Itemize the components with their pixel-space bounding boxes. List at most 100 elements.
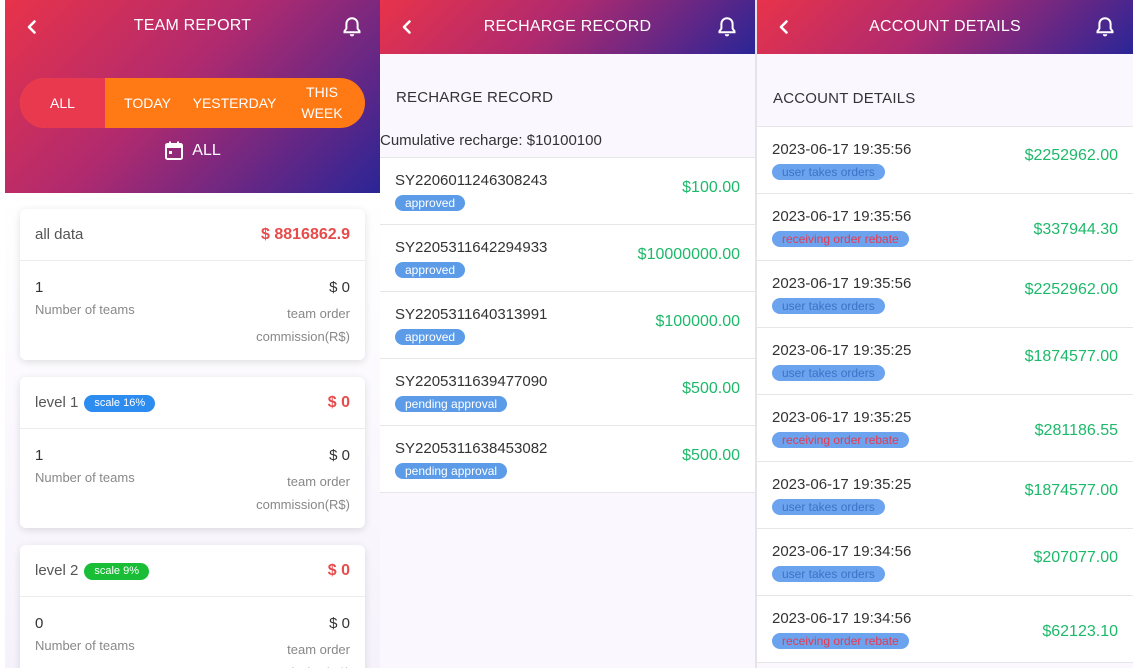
status-badge: approved [395, 329, 466, 345]
panel-divider [755, 0, 757, 668]
card-header: level 2 scale 9% $ 0 [20, 545, 365, 597]
list-item[interactable]: 2023-06-17 19:34:56 receiving order reba… [757, 596, 1133, 663]
list-item[interactable]: 2023-06-17 19:35:25 user takes orders $1… [757, 328, 1133, 395]
chevron-left-icon [27, 20, 36, 34]
team-report-header: TEAM REPORT ALL TODAY YESTERDAY THIS WEE… [5, 0, 380, 193]
list-item[interactable]: 2023-06-17 19:35:25 receiving order reba… [757, 395, 1133, 462]
date-filter-label: ALL [192, 141, 221, 159]
page-title: RECHARGE RECORD [483, 18, 652, 35]
level-name: level 1 [35, 394, 79, 411]
team-count: 0 [35, 615, 44, 632]
account-details-panel: ACCOUNT DETAILS ACCOUNT DETAILS 2023-06-… [757, 0, 1133, 668]
back-button[interactable] [398, 18, 416, 36]
commission-value: $ 0 [329, 615, 350, 632]
entry-amount: $1874577.00 [1024, 348, 1118, 365]
entry-amount: $281186.55 [1034, 422, 1118, 439]
section-title: RECHARGE RECORD [396, 89, 554, 106]
card-stats: 1 Number of teams $ 0 team order commiss… [20, 429, 365, 527]
entry-amount: $2252962.00 [1024, 281, 1118, 298]
recharge-amount: $100000.00 [655, 313, 740, 330]
tab-all[interactable]: ALL [20, 78, 105, 128]
status-badge: pending approval [395, 463, 508, 479]
scale-badge: scale 9% [84, 562, 149, 580]
recharge-record-panel: RECHARGE RECORD RECHARGE RECORD Cumulati… [380, 0, 755, 668]
chevron-left-icon [402, 20, 411, 34]
list-item[interactable]: SY2205311642294933 approved $10000000.00 [380, 225, 755, 292]
team-count-label: Number of teams [35, 470, 135, 485]
entry-time: 2023-06-17 19:35:56 [772, 208, 912, 225]
order-id: SY2206011246308243 [395, 172, 548, 189]
recharge-amount: $500.00 [682, 447, 740, 464]
back-button[interactable] [775, 18, 793, 36]
entry-amount: $1874577.00 [1024, 482, 1118, 499]
commission-value: $ 0 [329, 447, 350, 464]
commission-value: $ 0 [329, 279, 350, 296]
tab-yesterday[interactable]: YESTERDAY [192, 94, 277, 111]
back-button[interactable] [23, 18, 41, 36]
tab-this-week[interactable]: THIS WEEK [301, 84, 343, 121]
section-title: ACCOUNT DETAILS [773, 90, 916, 107]
date-range-tabs: ALL TODAY YESTERDAY THIS WEEK [20, 78, 365, 128]
entry-amount: $207077.00 [1033, 549, 1118, 566]
order-id: SY2205311642294933 [395, 239, 548, 256]
entry-type-badge: user takes orders [772, 499, 885, 515]
list-item[interactable]: SY2205311638453082 pending approval $500… [380, 426, 755, 493]
page-title: TEAM REPORT [133, 17, 252, 34]
team-report-topbar: TEAM REPORT [5, 0, 380, 54]
entry-amount: $337944.30 [1033, 221, 1118, 238]
notifications-button[interactable] [1095, 16, 1115, 38]
list-item[interactable]: 2023-06-17 19:34:56 user takes orders $2… [757, 529, 1133, 596]
notifications-button[interactable] [342, 16, 362, 38]
card-name: level 1 scale 16% [35, 377, 156, 429]
card-stats: 1 Number of teams $ 0 team order commiss… [20, 261, 365, 359]
card-stats: 0 Number of teams $ 0 team order commiss… [20, 597, 365, 668]
list-item[interactable]: SY2205311639477090 pending approval $500… [380, 359, 755, 426]
recharge-topbar: RECHARGE RECORD [380, 0, 755, 54]
card-name: all data [35, 226, 84, 243]
cumulative-recharge: Cumulative recharge: $10100100 [380, 132, 602, 149]
entry-amount: $2252962.00 [1024, 147, 1118, 164]
entry-time: 2023-06-17 19:35:56 [772, 275, 912, 292]
notifications-button[interactable] [717, 16, 737, 38]
list-item[interactable]: 2023-06-17 19:35:56 user takes orders $2… [757, 261, 1133, 328]
entry-type-badge: user takes orders [772, 164, 885, 180]
scale-badge: scale 16% [84, 394, 156, 412]
account-details-list: 2023-06-17 19:35:56 user takes orders $2… [757, 126, 1133, 663]
entry-type-badge: receiving order rebate [772, 633, 909, 649]
status-badge: approved [395, 262, 466, 278]
entry-time: 2023-06-17 19:35:25 [772, 342, 912, 359]
team-count-label: Number of teams [35, 302, 135, 317]
entry-time: 2023-06-17 19:35:56 [772, 141, 912, 158]
date-filter[interactable]: ALL [5, 140, 380, 161]
bell-icon [1096, 17, 1114, 37]
entry-type-badge: receiving order rebate [772, 231, 909, 247]
commission-label: team order commission(R$) [256, 306, 350, 344]
recharge-list: SY2206011246308243 approved $100.00 SY22… [380, 157, 755, 493]
list-item[interactable]: 2023-06-17 19:35:25 user takes orders $1… [757, 462, 1133, 529]
entry-type-badge: user takes orders [772, 365, 885, 381]
list-item[interactable]: 2023-06-17 19:35:56 user takes orders $2… [757, 127, 1133, 194]
page-title: ACCOUNT DETAILS [869, 18, 1021, 35]
commission-label: team order commission(R$) [256, 642, 350, 668]
entry-amount: $62123.10 [1042, 623, 1118, 640]
bell-icon [343, 17, 361, 37]
status-badge: pending approval [395, 396, 508, 412]
list-item[interactable]: SY2205311640313991 approved $100000.00 [380, 292, 755, 359]
stats-card-level-2: level 2 scale 9% $ 0 0 Number of teams $… [20, 545, 365, 668]
recharge-amount: $10000000.00 [637, 246, 740, 263]
order-id: SY2205311638453082 [395, 440, 548, 457]
card-amount: $ 0 [327, 394, 350, 411]
order-id: SY2205311639477090 [395, 373, 548, 390]
calendar-icon [165, 141, 184, 160]
chevron-left-icon [779, 20, 788, 34]
card-header: all data $ 8816862.9 [20, 209, 365, 261]
level-name: level 2 [35, 562, 79, 579]
list-item[interactable]: 2023-06-17 19:35:56 receiving order reba… [757, 194, 1133, 261]
status-badge: approved [395, 195, 466, 211]
list-item[interactable]: SY2206011246308243 approved $100.00 [380, 158, 755, 225]
team-count: 1 [35, 447, 44, 464]
order-id: SY2205311640313991 [395, 306, 548, 323]
card-amount: $ 8816862.9 [261, 226, 350, 243]
tab-today[interactable]: TODAY [124, 94, 171, 111]
entry-time: 2023-06-17 19:35:25 [772, 476, 912, 493]
